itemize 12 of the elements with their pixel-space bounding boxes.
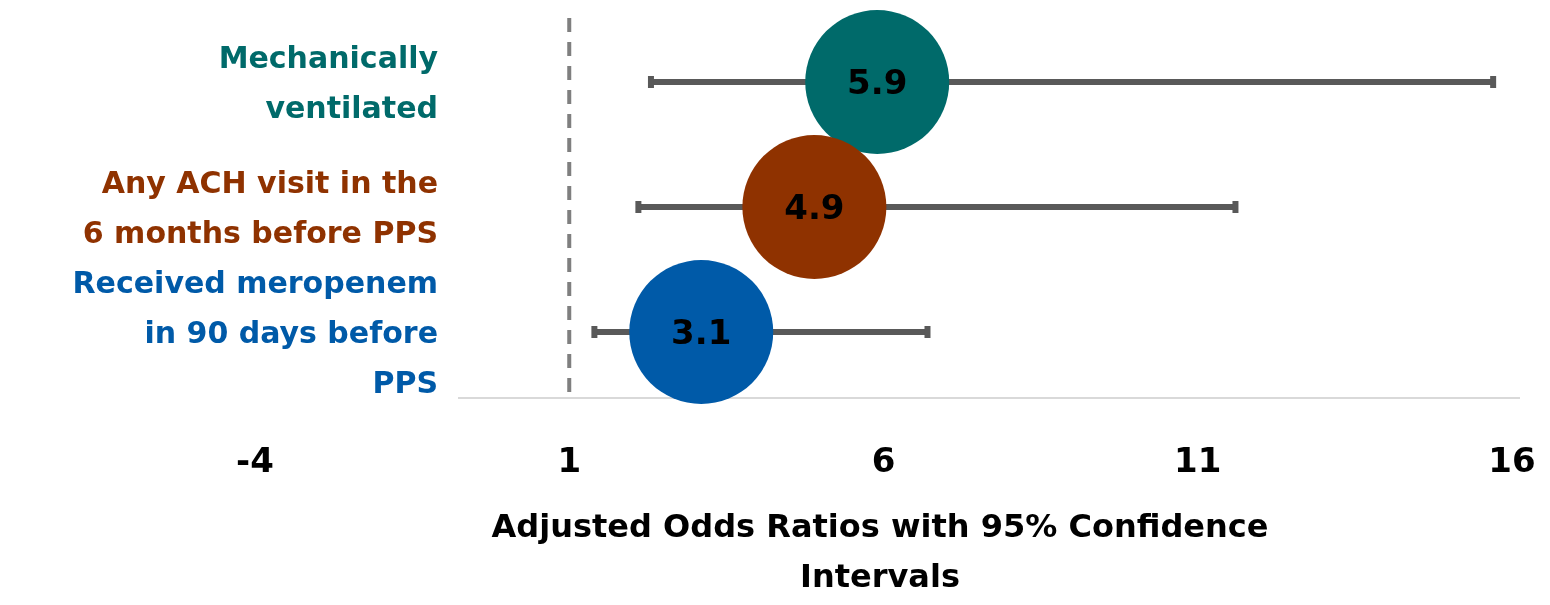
data-label: 5.9 — [847, 61, 908, 102]
x-tick-label: 1 — [557, 440, 582, 480]
x-tick-label: 16 — [1488, 440, 1536, 480]
y-tick-label: Received meropenem in 90 days before PPS — [72, 264, 438, 400]
x-tick-label: 11 — [1174, 440, 1222, 480]
y-tick-label: Mechanically ventilated — [218, 39, 439, 125]
x-axis-title: Adjusted Odds Ratios with 95% Confidence Intervals — [491, 507, 1269, 595]
data-label: 4.9 — [784, 186, 845, 227]
y-tick-label: Any ACH visit in the 6 months before PPS — [82, 164, 438, 250]
x-tick-label: 6 — [871, 440, 896, 480]
x-tick-label: -4 — [236, 440, 274, 480]
data-label: 3.1 — [671, 311, 732, 352]
